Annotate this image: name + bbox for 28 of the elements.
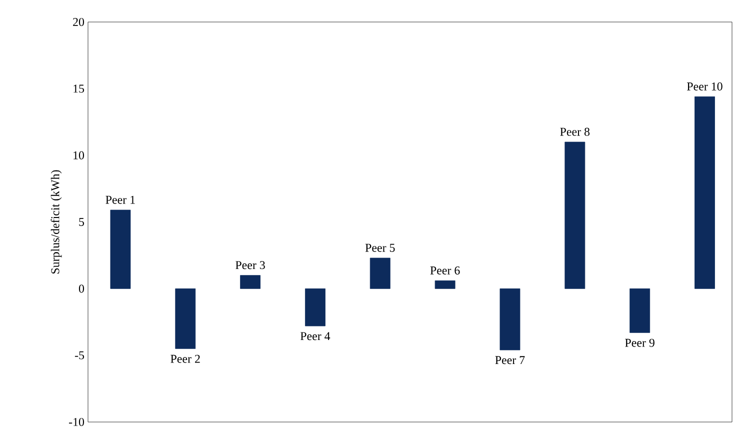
x-tick-label: Peer 5 — [365, 244, 395, 252]
x-tick-label: Peer 4 — [300, 332, 330, 340]
y-tick-label: 15 — [74, 84, 84, 93]
y-tick-label: -5 — [74, 351, 84, 360]
x-tick-label: Peer 8 — [560, 128, 590, 136]
x-tick-label: Peer 1 — [106, 196, 135, 204]
bar — [110, 210, 131, 289]
y-tick-label: 5 — [79, 218, 84, 226]
x-tick-label: Peer 2 — [170, 354, 200, 363]
bar — [694, 96, 715, 289]
bar — [370, 258, 390, 289]
bar — [305, 288, 326, 326]
y-tick-label: 20 — [73, 18, 84, 26]
x-tick-label: Peer 9 — [625, 338, 654, 347]
x-tick-label: Peer 7 — [495, 356, 525, 364]
bar — [240, 275, 260, 289]
x-tick-label: Peer 6 — [430, 266, 460, 274]
y-tick-label: -10 — [68, 418, 84, 426]
y-tick-label: 10 — [74, 151, 84, 160]
bar — [434, 280, 456, 289]
bar — [564, 142, 586, 289]
x-tick-label: Peer 3 — [236, 261, 265, 270]
bar — [175, 288, 196, 349]
y-tick-label: 0 — [78, 284, 84, 293]
bar — [500, 288, 520, 350]
x-tick-label: Peer 10 — [686, 82, 722, 90]
bar — [630, 288, 650, 333]
y-axis-title: Surplus/deficit (kWh) — [50, 170, 62, 274]
